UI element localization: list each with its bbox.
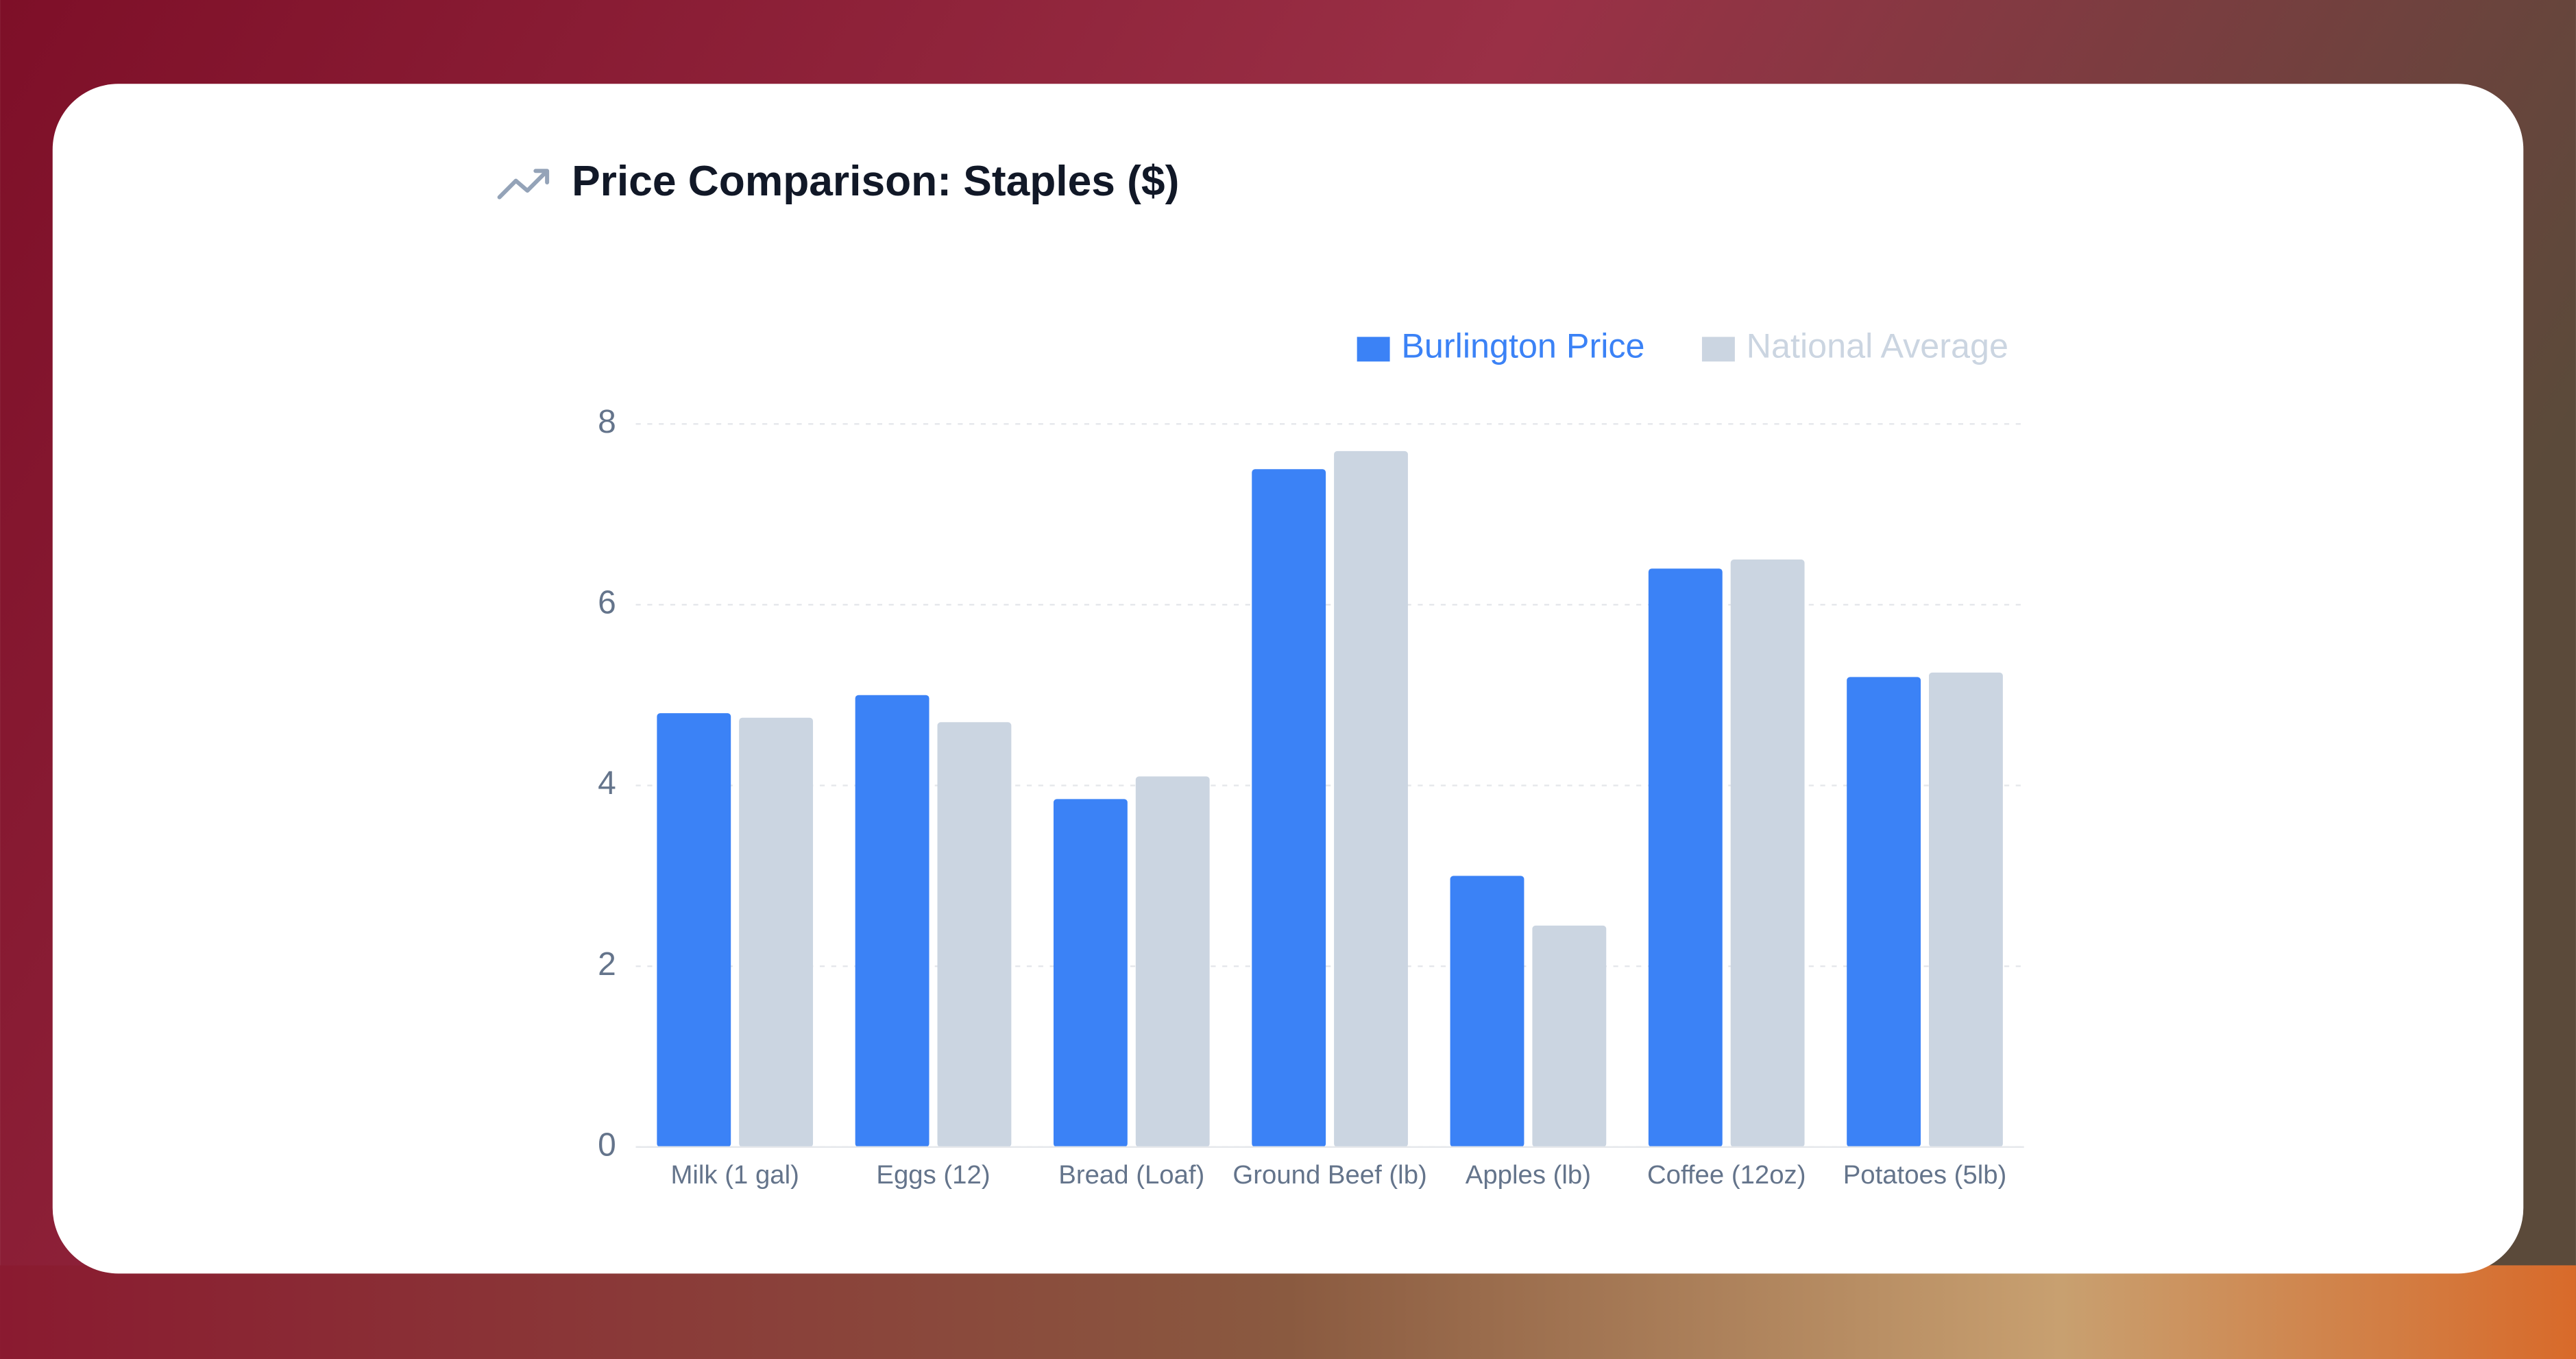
x-tick-label: Eggs (12) xyxy=(876,1160,990,1190)
y-tick-label: 0 xyxy=(598,1127,616,1163)
bar xyxy=(1730,560,1805,1147)
x-tick-label: Milk (1 gal) xyxy=(670,1160,799,1190)
bar xyxy=(739,717,814,1147)
chart-title: Price Comparison: Staples ($) xyxy=(572,158,1179,205)
legend-label: Burlington Price xyxy=(1401,326,1644,365)
bar xyxy=(1135,776,1210,1147)
bar xyxy=(1648,568,1723,1147)
legend-label: National Average xyxy=(1747,326,2008,365)
legend-swatch xyxy=(1701,337,1735,362)
y-tick-label: 2 xyxy=(598,946,616,983)
x-tick-label: Coffee (12oz) xyxy=(1647,1160,1806,1190)
bar xyxy=(1252,469,1326,1147)
legend-swatch xyxy=(1357,337,1390,362)
plot: 0 2 4 6 8 Burlington Price National Average Mil… xyxy=(598,326,2024,1190)
x-tick-label: Bread (Loaf) xyxy=(1058,1160,1204,1190)
bar xyxy=(1847,677,1921,1147)
background-produce xyxy=(0,1265,2576,1359)
x-tick-label: Ground Beef (lb) xyxy=(1232,1160,1426,1190)
bar xyxy=(1532,925,1607,1147)
bar xyxy=(1053,799,1128,1147)
bar xyxy=(1450,876,1524,1147)
bar xyxy=(937,722,1012,1147)
y-tick-label: 4 xyxy=(598,765,616,802)
bar xyxy=(855,695,929,1147)
x-tick-label: Apples (lb) xyxy=(1466,1160,1591,1190)
trend-icon xyxy=(497,169,550,200)
bar xyxy=(657,713,731,1147)
x-tick-label: Potatoes (5lb) xyxy=(1843,1160,2007,1190)
y-tick-label: 6 xyxy=(598,585,616,621)
bar xyxy=(1334,450,1408,1147)
y-tick-label: 8 xyxy=(598,404,616,440)
bar xyxy=(1929,672,2003,1147)
